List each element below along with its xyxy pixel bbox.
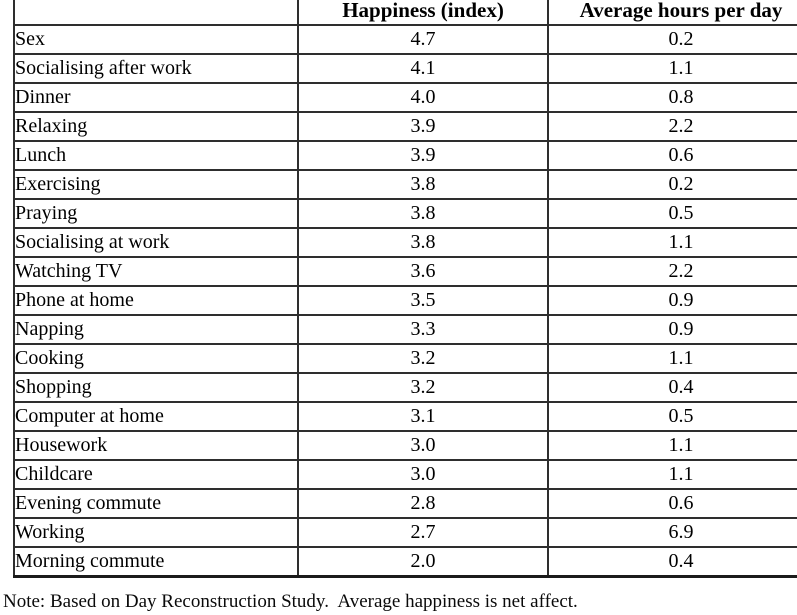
header-hours: Average hours per day [547,0,797,26]
happiness-cell: 2.8 [297,488,549,519]
table-row: Lunch 3.9 0.6 [13,140,797,171]
activity-cell: Cooking [13,343,299,374]
hours-cell: 0.2 [547,169,797,200]
hours-cell: 0.6 [547,488,797,519]
table-header: Happiness (index) Average hours per day [13,0,797,26]
activity-cell: Shopping [13,372,299,403]
happiness-cell: 3.0 [297,459,549,490]
activity-cell: Praying [13,198,299,229]
hours-cell: 0.6 [547,140,797,171]
activity-cell: Phone at home [13,285,299,316]
activities-table: Happiness (index) Average hours per day … [13,0,797,578]
hours-cell: 0.9 [547,314,797,345]
table-row: Sex 4.7 0.2 [13,24,797,55]
table-row: Working 2.7 6.9 [13,517,797,548]
table-row: Relaxing 3.9 2.2 [13,111,797,142]
happiness-cell: 3.2 [297,343,549,374]
hours-cell: 1.1 [547,343,797,374]
table-row: Cooking 3.2 1.1 [13,343,797,374]
activity-cell: Evening commute [13,488,299,519]
happiness-cell: 2.0 [297,546,549,578]
table-row: Praying 3.8 0.5 [13,198,797,229]
happiness-cell: 3.1 [297,401,549,432]
hours-cell: 1.1 [547,227,797,258]
hours-cell: 0.8 [547,82,797,113]
table-row: Housework 3.0 1.1 [13,430,797,461]
hours-cell: 0.4 [547,372,797,403]
activity-cell: Working [13,517,299,548]
table-row: Exercising 3.8 0.2 [13,169,797,200]
activity-cell: Dinner [13,82,299,113]
activity-cell: Socialising after work [13,53,299,84]
hours-cell: 1.1 [547,53,797,84]
footnote: Note: Based on Day Reconstruction Study.… [3,591,578,612]
happiness-cell: 2.7 [297,517,549,548]
activity-cell: Childcare [13,459,299,490]
activity-cell: Watching TV [13,256,299,287]
activity-cell: Socialising at work [13,227,299,258]
hours-cell: 1.1 [547,430,797,461]
happiness-cell: 3.9 [297,111,549,142]
activity-cell: Exercising [13,169,299,200]
table-row: Childcare 3.0 1.1 [13,459,797,490]
table-row: Socialising after work 4.1 1.1 [13,53,797,84]
happiness-cell: 3.2 [297,372,549,403]
table-body: Sex 4.7 0.2 Socialising after work 4.1 1.1 Din… [13,24,797,578]
table-row: Morning commute 2.0 0.4 [13,546,797,578]
happiness-cell: 3.0 [297,430,549,461]
hours-cell: 6.9 [547,517,797,548]
happiness-cell: 4.7 [297,24,549,55]
table-row: Dinner 4.0 0.8 [13,82,797,113]
table-row: Napping 3.3 0.9 [13,314,797,345]
happiness-cell: 3.9 [297,140,549,171]
table-row: Watching TV 3.6 2.2 [13,256,797,287]
happiness-cell: 4.1 [297,53,549,84]
table-row: Socialising at work 3.8 1.1 [13,227,797,258]
hours-cell: 0.9 [547,285,797,316]
table-row: Shopping 3.2 0.4 [13,372,797,403]
hours-cell: 0.2 [547,24,797,55]
hours-cell: 0.5 [547,198,797,229]
header-row: Happiness (index) Average hours per day [13,0,797,26]
activity-cell: Computer at home [13,401,299,432]
happiness-cell: 3.8 [297,169,549,200]
table-row: Computer at home 3.1 0.5 [13,401,797,432]
hours-cell: 0.5 [547,401,797,432]
hours-cell: 2.2 [547,111,797,142]
hours-cell: 0.4 [547,546,797,578]
activity-cell: Napping [13,314,299,345]
happiness-cell: 4.0 [297,82,549,113]
happiness-cell: 3.8 [297,198,549,229]
activity-cell: Lunch [13,140,299,171]
happiness-cell: 3.3 [297,314,549,345]
table-container: Happiness (index) Average hours per day … [13,0,797,581]
activity-cell: Housework [13,430,299,461]
hours-cell: 1.1 [547,459,797,490]
activity-cell: Relaxing [13,111,299,142]
hours-cell: 2.2 [547,256,797,287]
activity-cell: Sex [13,24,299,55]
activity-cell: Morning commute [13,546,299,578]
header-happiness: Happiness (index) [297,0,549,26]
table-row: Evening commute 2.8 0.6 [13,488,797,519]
happiness-cell: 3.8 [297,227,549,258]
happiness-cell: 3.5 [297,285,549,316]
happiness-cell: 3.6 [297,256,549,287]
table-row: Phone at home 3.5 0.9 [13,285,797,316]
header-activity [13,0,299,26]
